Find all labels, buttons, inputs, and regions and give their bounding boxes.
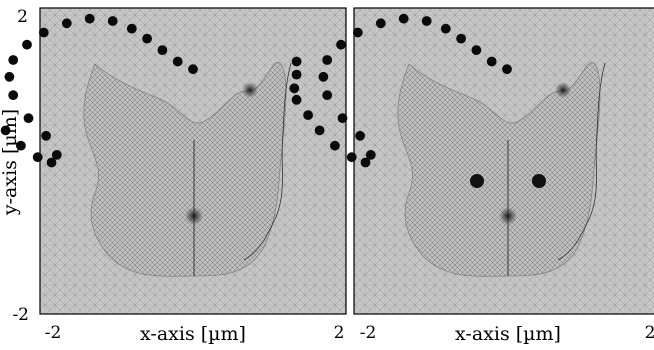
boundary-node-15 [336,39,346,50]
boundary-node-3 [291,94,302,105]
boundary-node-24 [502,64,512,75]
left-y-min-tick: -2 [12,305,29,325]
boundary-node-17 [61,18,72,29]
boundary-node-5 [314,125,325,136]
boundary-node-20 [440,23,451,34]
boundary-node-22 [157,45,168,55]
left-y-max-tick: 2 [17,7,28,27]
boundary-node-13 [318,71,329,82]
right-mesh-overlay [397,62,606,277]
boundary-node-7 [32,152,43,163]
boundary-node-20 [126,23,137,34]
left-mesh-overlay [83,62,292,277]
boundary-node-12 [8,90,19,101]
boundary-node-4 [303,110,313,120]
boundary-node-6 [16,140,26,151]
boundary-node-21 [456,33,466,44]
boundary-node-16 [352,27,363,38]
boundary-node-23 [486,56,497,67]
boundary-node-11 [337,113,348,124]
boundary-node-17 [375,18,386,29]
boundary-node-24 [188,64,198,75]
boundary-node-6 [330,140,340,151]
boundary-node-19 [107,16,118,26]
boundary-node-10 [355,130,365,141]
boundary-node-13 [4,71,15,82]
left-x-min-tick: -2 [45,323,62,343]
boundary-node-14 [8,55,19,65]
left-panel [0,7,347,315]
boundary-node-21 [142,33,153,44]
right-boundary-nodes [289,13,512,168]
boundary-node-22 [471,45,482,55]
boundary-node-19 [421,16,432,26]
boundary-node-2 [289,83,300,94]
right-x-axis-label: x-axis [µm] [455,323,561,345]
boundary-node-18 [84,13,95,24]
right-panel [289,7,654,315]
left-x-axis-label: x-axis [µm] [140,323,246,345]
boundary-node-9 [365,150,376,160]
boundary-node-11 [23,113,34,124]
boundary-node-23 [172,56,183,67]
boundary-node-9 [51,150,62,160]
right-x-max-tick: 2 [645,323,654,343]
boundary-node-0 [291,56,302,67]
boundary-node-10 [41,130,51,141]
boundary-node-7 [346,152,357,163]
left-boundary-nodes [0,13,198,168]
left-y-axis-label: y-axis [µm] [0,109,21,216]
boundary-node-15 [22,39,32,50]
right-x-min-tick: -2 [360,323,377,343]
boundary-node-1 [291,69,302,80]
boundary-node-8 [46,157,57,168]
boundary-node-18 [398,13,409,24]
boundary-node-14 [322,55,333,65]
boundary-node-8 [360,157,371,168]
boundary-node-16 [38,27,49,38]
boundary-node-12 [322,90,333,101]
boundary-node-5 [0,125,11,136]
left-x-max-tick: 2 [334,323,345,343]
